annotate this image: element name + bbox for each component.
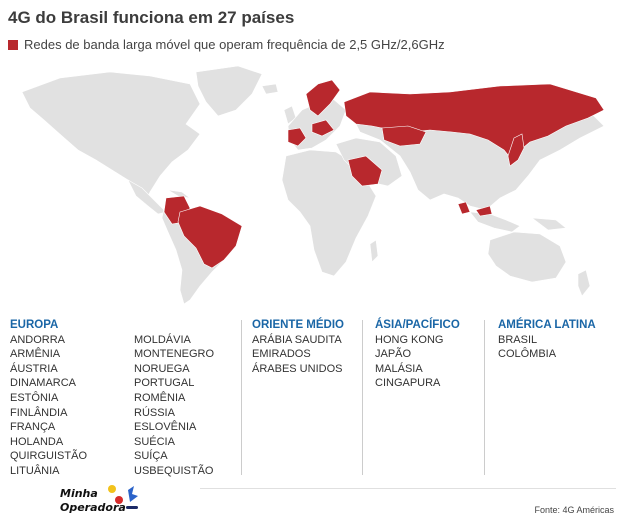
region-europa-col2: MOLDÁVIA MONTENEGRO NORUEGA PORTUGAL ROM… [134,318,214,479]
country-brazil [177,205,243,269]
asia-pacifico-country: CINGAPURA [375,377,441,390]
europa-country: NORUEGA [134,362,190,375]
region-heading-asia-pacifico: ÁSIA/PACÍFICO [375,319,460,331]
region-asia-pacifico: ÁSIA/PACÍFICO HONG KONG JAPÃO MALÁSIA CI… [375,318,460,391]
logo-red-dot [115,496,123,504]
new-zealand [577,269,591,297]
america-latina-country: COLÔMBIA [498,348,557,361]
legend-label: Redes de banda larga móvel que operam fr… [24,37,445,52]
europa-country: ROMÊNIA [134,391,186,404]
logo-graphics [108,485,138,509]
region-europa: EUROPA ANDORRA ARMÊNIA ÁUSTRIA DINAMARCA… [10,318,87,479]
column-divider [484,320,485,475]
europa-country: LITUÂNIA [10,464,60,477]
logo-text-line1: Minha [60,487,98,500]
region-oriente-medio: ORIENTE MÉDIO ARÁBIA SAUDITA EMIRADOS ÁR… [252,318,344,376]
europa-country: ÁUSTRIA [10,362,58,375]
europa-country: USBEQUISTÃO [134,464,214,477]
asia-pacifico-country: MALÁSIA [375,362,423,375]
column-divider [241,320,242,475]
caribbean [167,189,191,199]
country-kazakhstan-region [381,125,427,147]
europa-country: FINLÂNDIA [10,406,68,419]
region-america-latina: AMÉRICA LATINA BRASIL COLÔMBIA [498,318,596,362]
europa-country: ARMÊNIA [10,348,61,361]
logo-yellow-dot [108,485,116,493]
logo-text-line2: Operadora [60,501,126,514]
europa-country: ANDORRA [10,333,66,346]
region-heading-america-latina: AMÉRICA LATINA [498,319,596,331]
australia [487,231,567,283]
minha-operadora-logo: Minha Operadora [60,484,150,518]
country-eastern-europe [311,119,335,137]
region-heading-oriente-medio: ORIENTE MÉDIO [252,319,345,331]
country-malaysia [457,201,471,215]
europa-country: ESTÔNIA [10,391,59,404]
oriente-medio-country: ARÁBIA SAUDITA [252,333,342,346]
europa-country: FRANÇA [10,421,56,434]
world-map [21,65,605,305]
asia-pacifico-country: HONG KONG [375,333,444,346]
new-guinea [530,217,567,231]
footer-divider [200,488,616,489]
region-heading-europa: EUROPA [10,319,59,331]
europa-country: MONTENEGRO [134,348,215,361]
europa-country: SUÉCIA [134,435,175,448]
europa-country: SUÍÇA [134,450,168,463]
country-japan [507,133,525,167]
iceland [261,83,279,95]
europa-country: HOLANDA [10,435,64,448]
europa-country: ESLOVÊNIA [134,421,197,434]
madagascar [369,239,379,263]
regions-list: EUROPA ANDORRA ARMÊNIA ÁUSTRIA DINAMARCA… [0,318,620,488]
country-saudi-arabia [347,155,383,187]
highlighted-countries [163,79,605,269]
europa-country: DINAMARCA [10,377,77,390]
asia-pacifico-country: JAPÃO [375,348,412,361]
oriente-medio-country: EMIRADOS [252,348,311,361]
europa-country: RÚSSIA [134,406,175,419]
logo-navy-bar [126,506,138,509]
column-divider [362,320,363,475]
europa-country: PORTUGAL [134,377,195,390]
country-scandinavia [305,79,341,117]
logo-blue-mark [128,486,138,502]
greenland [195,65,263,117]
legend-swatch [8,39,18,50]
america-latina-country: BRASIL [498,333,538,346]
page-title: 4G do Brasil funciona em 27 países [8,8,295,27]
europa-country: MOLDÁVIA [134,333,191,346]
north-america [21,71,201,201]
europa-country: QUIRGUISTÃO [10,450,88,463]
oriente-medio-country: ÁRABES UNIDOS [252,362,343,375]
country-france [287,127,307,147]
map-legend: Redes de banda larga móvel que operam fr… [8,37,445,52]
country-malaysia-borneo [475,205,493,217]
source-note: Fonte: 4G Américas [534,505,614,515]
sea-islands [469,211,521,233]
